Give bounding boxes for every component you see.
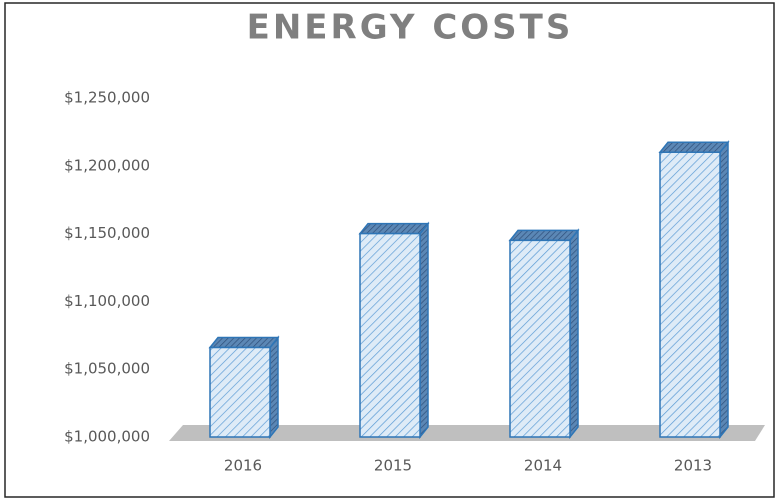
x-tick-label: 2016 [224, 457, 262, 475]
bar-top [208, 336, 280, 349]
bar-side [269, 335, 279, 440]
chart-title: ENERGY COSTS [247, 8, 574, 48]
bar-top [508, 229, 580, 242]
y-tick-label: $1,250,000 [64, 89, 150, 107]
y-tick-label: $1,000,000 [64, 428, 150, 446]
bar [209, 346, 271, 438]
bar-side [419, 221, 429, 440]
x-tick-label: 2015 [374, 457, 412, 475]
y-tick-label: $1,100,000 [64, 292, 150, 310]
bar-top [358, 222, 430, 235]
x-tick-label: 2013 [674, 457, 712, 475]
y-tick-label: $1,150,000 [64, 224, 150, 242]
bar [359, 232, 421, 438]
bar-top [658, 141, 730, 153]
floor [169, 425, 765, 441]
y-tick-label: $1,200,000 [64, 156, 150, 174]
y-tick-label: $1,050,000 [64, 360, 150, 378]
bar [509, 239, 571, 438]
bar-side [719, 140, 729, 440]
bar [659, 151, 721, 438]
bar-side [569, 228, 579, 440]
x-tick-label: 2014 [524, 457, 562, 475]
